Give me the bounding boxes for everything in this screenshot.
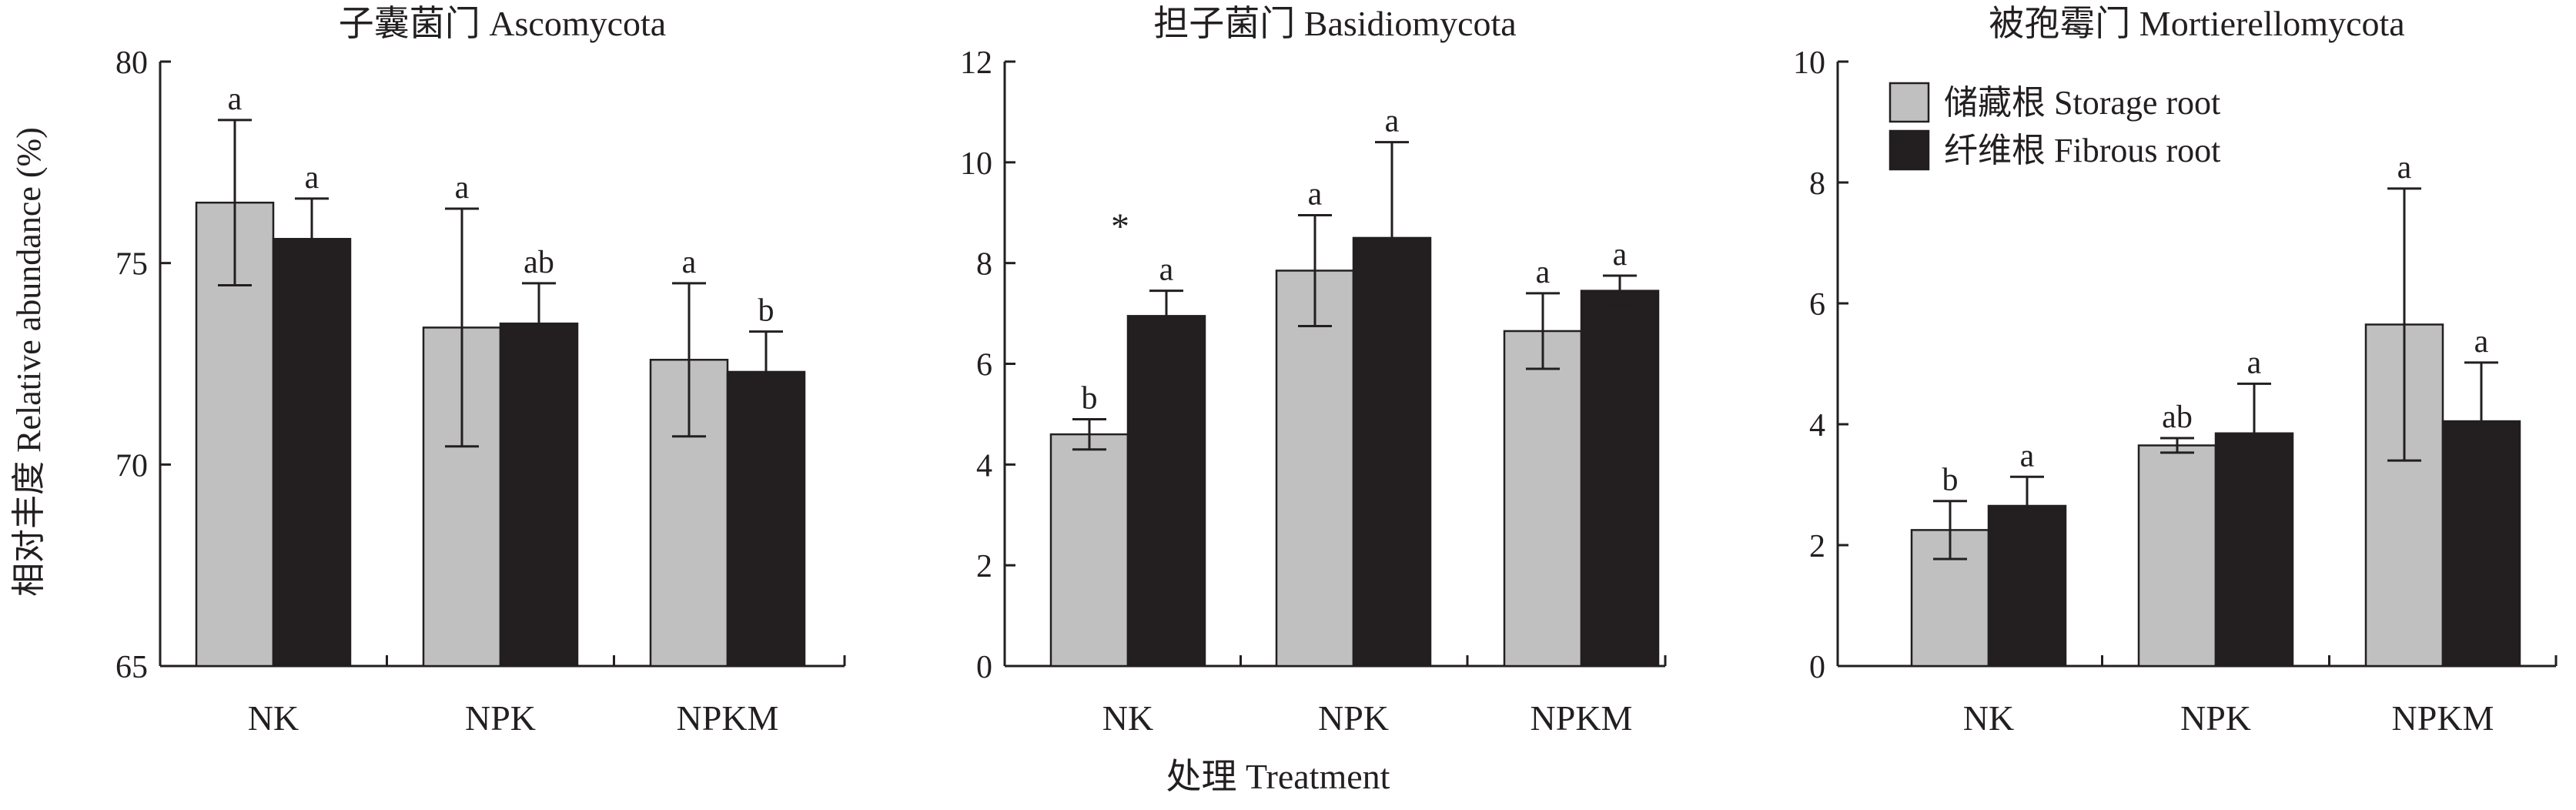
figure-y-axis-label: 相对丰度 Relative abundance (%) [10, 127, 48, 597]
x-tick-label-3-nk: NK [1963, 698, 2014, 738]
x-tick-label-1-nk: NK [248, 698, 299, 738]
significance-label-1-npk-s1: a [455, 170, 470, 206]
x-tick-label-3-npk: NPK [2180, 698, 2251, 738]
y-tick-label-2-12: 12 [960, 45, 992, 81]
x-tick-label-2-nk: NK [1102, 698, 1153, 738]
y-tick-label-2-0: 0 [976, 650, 992, 685]
bar-2-npkm-s2 [1580, 290, 1660, 668]
legend-swatch-1 [1889, 82, 1930, 123]
significance-label-3-npkm-s2: a [2474, 324, 2489, 360]
chart-title-2: 担子菌门 Basidiomycota [1153, 4, 1516, 43]
y-tick-label-3-4: 4 [1809, 408, 1825, 443]
y-tick-label-2-10: 10 [960, 146, 992, 182]
x-tick-label-1-npk: NPK [465, 698, 536, 738]
y-tick-label-1-70: 70 [115, 448, 148, 484]
y-tick-label-1-65: 65 [115, 650, 148, 685]
y-tick-label-1-75: 75 [115, 247, 148, 283]
legend-label-2: 纤维根 Fibrous root [1944, 132, 2220, 169]
significance-label-1-nk-s2: a [305, 160, 319, 196]
significance-label-1-nk-s1: a [228, 82, 243, 117]
x-tick-label-3-npkm: NPKM [2392, 698, 2494, 738]
y-tick-label-2-4: 4 [976, 448, 992, 484]
significance-label-3-npk-s1: ab [2162, 400, 2193, 435]
y-tick-label-2-6: 6 [976, 348, 992, 383]
y-tick-label-2-2: 2 [976, 549, 992, 584]
y-tick-label-3-6: 6 [1809, 287, 1825, 323]
bar-2-npk-s1 [1275, 269, 1355, 668]
legend-swatch-2 [1889, 129, 1930, 171]
bar-2-npkm-s1 [1503, 330, 1583, 668]
bar-1-npk-s2 [499, 322, 579, 668]
bar-1-nk-s2 [272, 238, 352, 668]
x-tick-label-2-npk: NPK [1318, 698, 1389, 738]
significance-label-3-npkm-s1: a [2397, 150, 2412, 186]
significance-label-1-npkm-s1: a [682, 245, 697, 280]
significance-label-2-npk-s2: a [1385, 104, 1400, 139]
significance-label-3-nk-s2: a [2020, 438, 2035, 474]
bar-3-npk-s1 [2137, 444, 2217, 668]
significance-label-3-nk-s1: b [1942, 463, 1959, 498]
y-tick-label-3-2: 2 [1809, 529, 1825, 564]
chart-title-1: 子囊菌门 Ascomycota [339, 4, 666, 43]
significance-label-2-nk-s2: a [1159, 253, 1174, 288]
bar-2-nk-s2 [1126, 315, 1206, 668]
significance-label-1-npk-s2: ab [524, 245, 554, 280]
y-tick-label-3-8: 8 [1809, 166, 1825, 202]
legend-label-1: 储藏根 Storage root [1944, 84, 2220, 122]
figure-x-axis-label: 处理 Treatment [1166, 757, 1390, 796]
significance-label-1-npkm-s2: b [758, 293, 774, 329]
significance-label-2-npk-s1: a [1308, 177, 1323, 213]
bar-1-npkm-s2 [726, 370, 806, 668]
annotation-2-0: * [1111, 206, 1129, 247]
x-tick-label-1-npkm: NPKM [677, 698, 779, 738]
y-tick-label-3-10: 10 [1793, 45, 1825, 81]
significance-label-3-npk-s2: a [2247, 345, 2262, 380]
significance-label-2-nk-s1: b [1082, 380, 1098, 416]
chart-title-3: 被孢霉门 Mortierellomycota [1989, 4, 2404, 43]
y-tick-label-1-80: 80 [115, 45, 148, 81]
significance-label-2-npkm-s2: a [1613, 237, 1628, 273]
x-tick-label-2-npkm: NPKM [1531, 698, 1633, 738]
bar-2-nk-s1 [1049, 433, 1129, 668]
y-tick-label-3-0: 0 [1809, 650, 1825, 685]
significance-label-2-npkm-s1: a [1536, 255, 1551, 290]
y-tick-label-2-8: 8 [976, 247, 992, 283]
